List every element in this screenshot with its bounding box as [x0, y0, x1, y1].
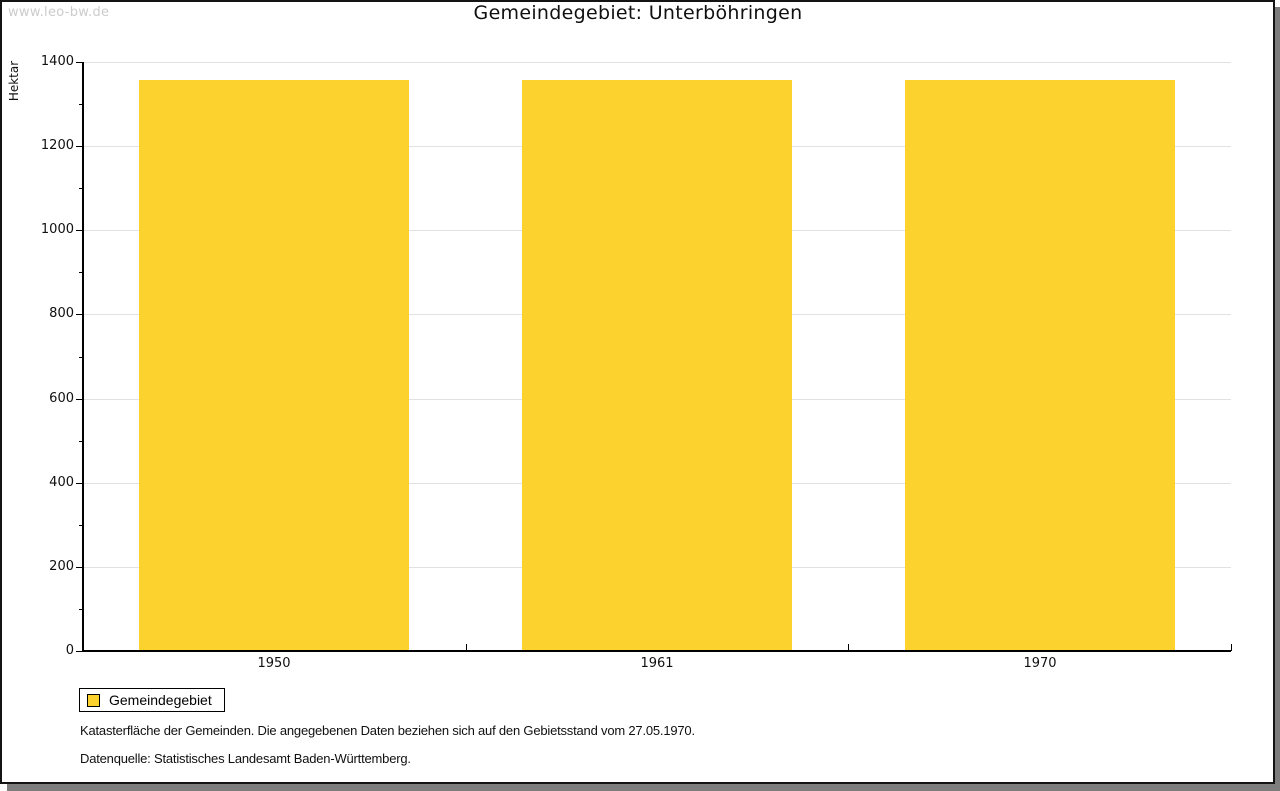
bar-1961 — [522, 80, 792, 650]
watermark: www.leo-bw.de — [8, 5, 110, 20]
footnote-data-source: Datenquelle: Statistisches Landesamt Bad… — [80, 751, 411, 766]
legend-swatch-icon — [87, 693, 100, 707]
bar-1970 — [905, 80, 1175, 650]
legend: Gemeindegebiet — [79, 688, 225, 712]
legend-label: Gemeindegebiet — [109, 692, 212, 708]
x-axis-tick-3 — [1231, 644, 1232, 651]
y-tick-label-1200: 1200 — [40, 138, 74, 153]
x-tick-label-1950: 1950 — [257, 656, 291, 671]
x-axis-line — [82, 650, 1231, 652]
y-tick-label-0: 0 — [65, 643, 74, 658]
x-tick-label-1970: 1970 — [1023, 656, 1057, 671]
footnote-source-note: Katasterfläche der Gemeinden. Die angege… — [80, 723, 695, 738]
y-axis-line — [82, 62, 84, 652]
x-tick-label-1961: 1961 — [640, 656, 674, 671]
chart-title: Gemeindegebiet: Unterböhringen — [473, 2, 803, 24]
gridline-1400 — [83, 62, 1231, 63]
y-tick-label-200: 200 — [49, 559, 74, 574]
y-tick-label-600: 600 — [49, 391, 74, 406]
bar-1950 — [139, 80, 409, 650]
y-tick-label-400: 400 — [49, 475, 74, 490]
y-tick-label-1000: 1000 — [40, 222, 74, 237]
y-tick-label-1400: 1400 — [40, 54, 74, 69]
y-tick-label-800: 800 — [49, 306, 74, 321]
